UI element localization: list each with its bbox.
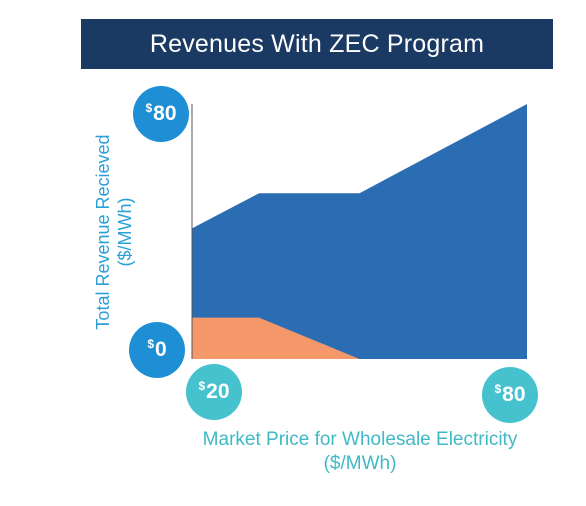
x-tick-min-label: 20 [206, 380, 230, 403]
x-axis-label-line1: Market Price for Wholesale Electricity [202, 429, 518, 450]
series-area-total [192, 104, 527, 359]
y-tick-min-currency: $ [147, 337, 154, 351]
x-tick-max-currency: $ [494, 382, 502, 396]
y-tick-max-label: 80 [153, 102, 177, 125]
x-tick-min: $20 [186, 364, 242, 420]
x-tick-max-label: 80 [502, 383, 526, 406]
chart-title: Revenues With ZEC Program [81, 19, 553, 69]
y-axis-label: Total Revenue Recieved ($/MWh) [92, 102, 136, 362]
y-tick-max: $80 [133, 86, 189, 142]
x-axis-label-line2: ($/MWh) [323, 453, 397, 474]
y-tick-max-currency: $ [145, 101, 153, 115]
x-tick-min-currency: $ [198, 379, 206, 393]
x-tick-max: $80 [482, 367, 538, 423]
y-tick-min: $0 [129, 322, 185, 378]
chart-title-text: Revenues With ZEC Program [149, 29, 485, 58]
y-tick-min-label: 0 [155, 338, 167, 361]
y-axis-label-line1: Total Revenue Recieved [93, 134, 113, 330]
x-axis-label: Market Price for Wholesale Electricity (… [170, 428, 550, 476]
series-area-lower [192, 317, 527, 359]
y-axis-label-line2: ($/MWh) [115, 197, 135, 267]
